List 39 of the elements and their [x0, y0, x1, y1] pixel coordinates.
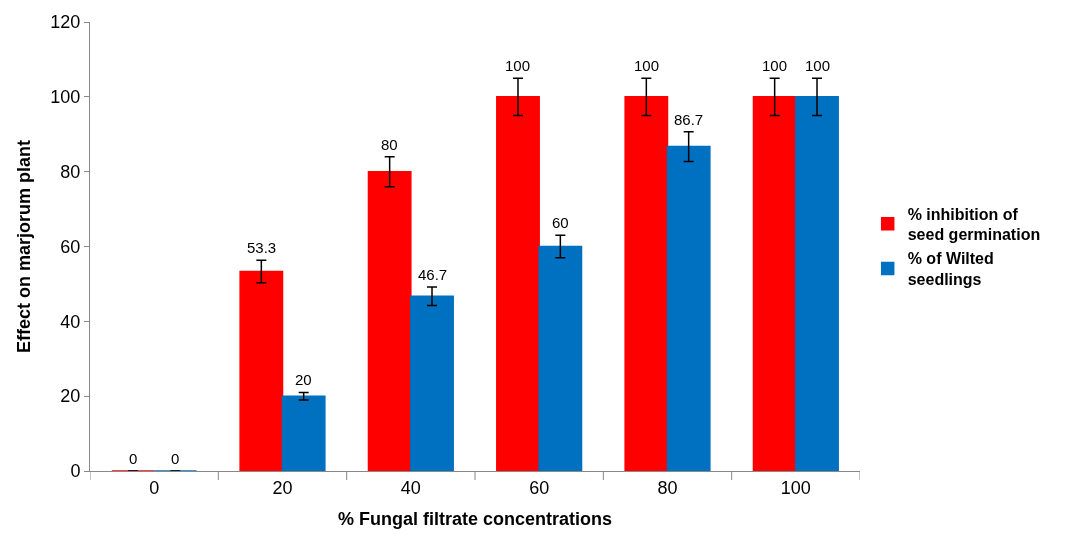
y-tick-label: 0: [70, 461, 81, 482]
data-label: 0: [171, 450, 180, 467]
bar: [281, 395, 326, 471]
bar: [367, 170, 412, 471]
x-axis-title: % Fungal filtrate concentrations: [337, 508, 613, 529]
y-tick-label: 80: [60, 161, 81, 182]
x-tick-label: 20: [272, 477, 293, 498]
data-label: 100: [505, 57, 531, 74]
data-label: 60: [552, 214, 569, 231]
y-tick-label: 120: [50, 12, 81, 33]
x-tick-label: 100: [780, 477, 811, 498]
bar: [239, 270, 284, 471]
data-label: 46.7: [418, 266, 448, 283]
bar: [666, 145, 711, 471]
y-tick-label: 40: [60, 311, 81, 332]
y-axis-title: Effect on marjorum plant: [13, 139, 34, 354]
x-tick-label: 60: [529, 477, 550, 498]
y-tick-label: 100: [50, 87, 81, 108]
x-tick-label: 80: [657, 477, 678, 498]
bar: [795, 96, 839, 471]
data-label: 20: [295, 371, 312, 388]
data-label: 100: [762, 57, 788, 74]
legend-label: % inhibition of seed germination: [907, 205, 1041, 244]
bar: [752, 96, 797, 471]
data-label: 80: [381, 136, 398, 153]
y-tick-label: 60: [60, 236, 81, 257]
bar: [410, 295, 454, 471]
data-label: 53.3: [247, 239, 277, 256]
data-label: 86.7: [674, 111, 704, 128]
data-label: 100: [805, 57, 831, 74]
data-label: 100: [634, 57, 660, 74]
x-tick-label: 0: [149, 477, 160, 498]
y-tick-label: 20: [60, 386, 81, 407]
data-label: 0: [129, 450, 138, 467]
bar: [624, 96, 669, 471]
bar: [496, 96, 540, 471]
legend-label: % of Wilted seedlings: [907, 250, 994, 289]
x-tick-label: 40: [400, 477, 421, 498]
bar: [538, 245, 583, 471]
